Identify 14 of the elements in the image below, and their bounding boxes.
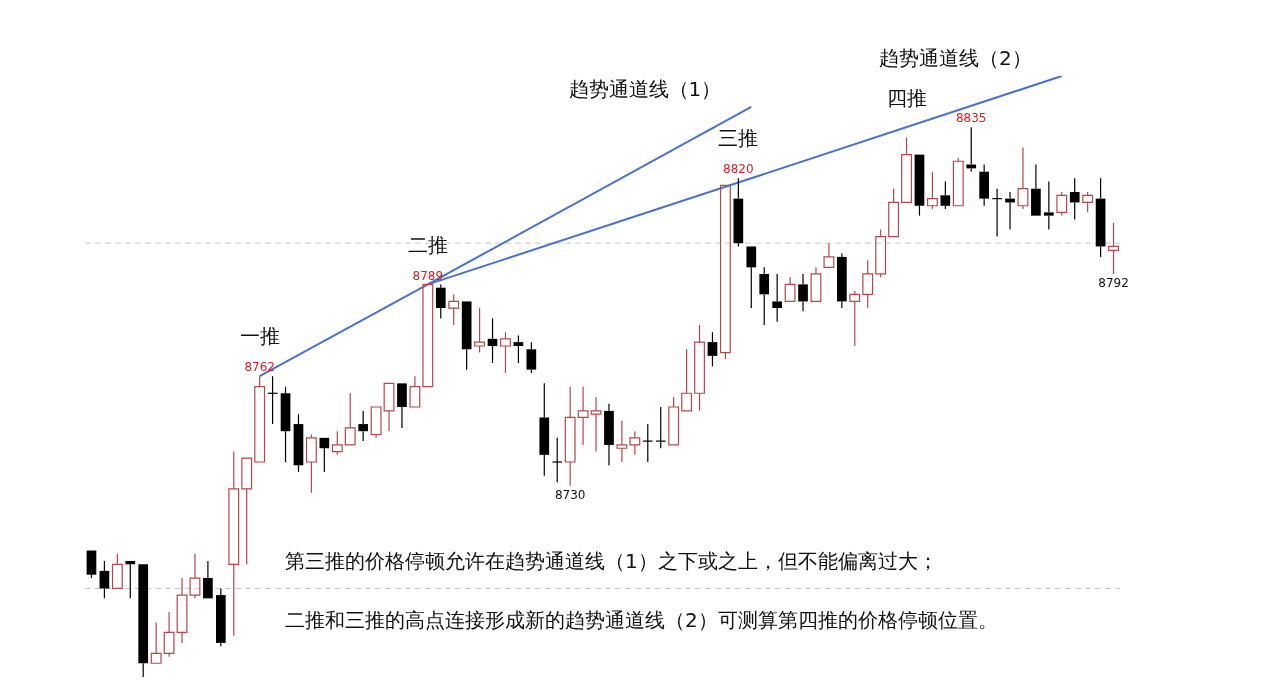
- annotation: 8792: [1098, 276, 1129, 291]
- annotation: 8835: [955, 111, 987, 126]
- annotation: 二推: [407, 232, 448, 257]
- series-label: 趋势通道线（2）: [879, 46, 1032, 71]
- annotation: 第三推的价格停顿允许在趋势通道线（1）之下或之上，但不能偏离过大；: [285, 549, 938, 574]
- series-label: 趋势通道线（1）: [568, 77, 722, 101]
- annotation: 一推: [239, 324, 280, 349]
- annotation: 8730: [554, 487, 586, 502]
- annotation: 二推和三推的高点连接形成新的趋势通道线（2）可测算第四推的价格停顿位置。: [285, 608, 998, 633]
- annotation: 8789: [412, 268, 444, 283]
- annotation: 8762: [244, 360, 275, 375]
- annotation: 三推: [718, 126, 759, 151]
- annotation: 8820: [723, 162, 754, 177]
- annotation: 四推: [886, 85, 927, 110]
